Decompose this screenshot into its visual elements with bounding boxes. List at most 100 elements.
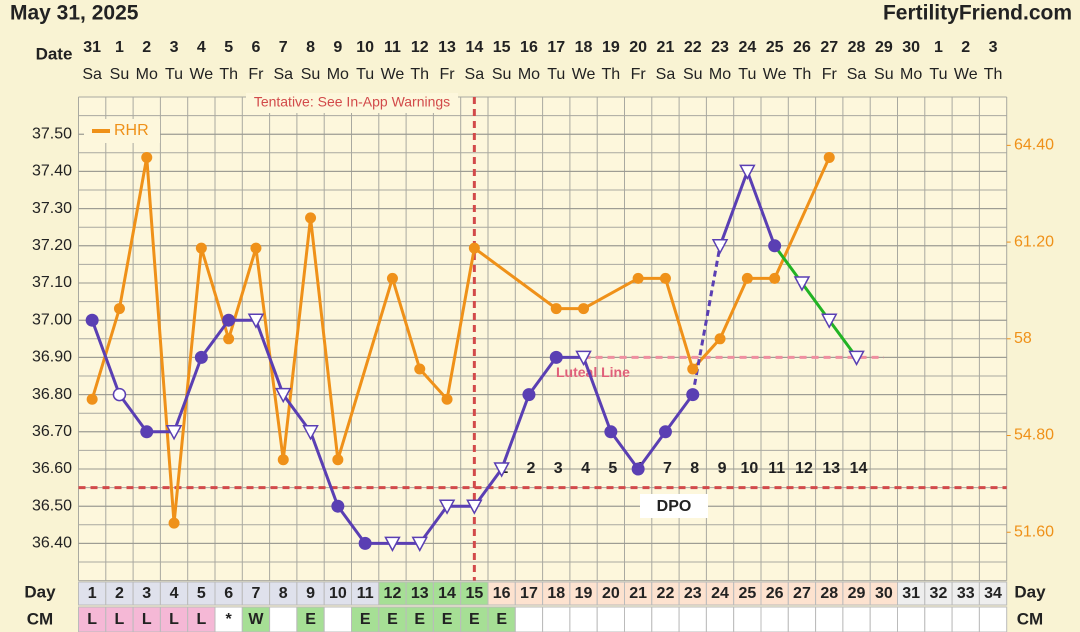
weekday: Tu	[356, 66, 374, 83]
y2-tick-label: 58	[1014, 330, 1032, 347]
y-tick-label: 36.90	[32, 349, 72, 366]
date: 10	[356, 39, 374, 56]
temperature-point	[848, 350, 865, 366]
day-number: 25	[738, 585, 756, 602]
cm-cell	[760, 606, 789, 632]
date: 3	[989, 39, 998, 56]
cm-cell	[733, 606, 762, 632]
y-tick-label: 37.20	[32, 237, 72, 254]
y2-tick-label: 54.80	[1014, 427, 1054, 444]
temperature-point	[768, 239, 782, 253]
day-number: 5	[197, 585, 206, 602]
day-number: 4	[170, 585, 179, 602]
temperature-point	[739, 164, 756, 180]
temperature-point	[686, 388, 700, 402]
cm-cell	[214, 606, 243, 632]
cm-cell	[787, 606, 817, 632]
date: 24	[738, 39, 756, 56]
rhr-point	[277, 454, 289, 466]
date: 17	[547, 39, 565, 56]
y-tick-label: 37.40	[32, 163, 72, 180]
weekday: Th	[793, 66, 812, 83]
day-number: 17	[520, 585, 538, 602]
cm-cell	[924, 606, 953, 632]
day-number: 28	[820, 585, 838, 602]
cm-value: E	[360, 611, 371, 628]
date: 1	[934, 39, 943, 56]
temperature-point	[575, 350, 592, 366]
rhr-point	[823, 151, 835, 163]
date: 13	[438, 39, 456, 56]
day-number: 11	[357, 585, 374, 602]
cm-cell	[487, 606, 516, 632]
weekday: Mo	[900, 66, 922, 83]
day-label-right: Day	[1014, 582, 1046, 601]
date: 19	[602, 39, 620, 56]
date: 29	[875, 39, 893, 56]
rhr-point	[414, 363, 426, 375]
day-number: 2	[115, 585, 124, 602]
day-number: 33	[957, 585, 975, 602]
temperature-point	[549, 350, 563, 364]
y-tick-label: 37.30	[32, 200, 72, 217]
date: 2	[961, 39, 970, 56]
cm-cell	[78, 606, 107, 632]
dpo-title: DPO	[657, 498, 692, 515]
dpo-number: 12	[795, 460, 813, 477]
cm-value: L	[196, 611, 206, 628]
dpo-number: 9	[718, 460, 727, 477]
date: 30	[902, 39, 920, 56]
date: 22	[684, 39, 702, 56]
rhr-point	[550, 303, 562, 315]
date: 9	[333, 39, 342, 56]
date: 21	[657, 39, 675, 56]
y-tick-label: 36.80	[32, 386, 72, 403]
rhr-point	[769, 272, 781, 284]
rhr-point	[113, 303, 125, 315]
temperature-point	[384, 536, 401, 552]
date: 14	[465, 39, 483, 56]
temperature-point	[247, 313, 265, 329]
y2-tick-label: 64.40	[1014, 137, 1054, 154]
date: 15	[493, 39, 511, 56]
cm-cell	[978, 606, 1008, 632]
luteal-label: Luteal Line	[556, 364, 630, 380]
dpo-number: 5	[608, 460, 617, 477]
day-number: 24	[711, 585, 729, 602]
weekday: Fr	[631, 66, 647, 83]
cm-value: L	[169, 611, 179, 628]
cm-value: L	[87, 611, 97, 628]
date: 20	[629, 39, 647, 56]
rhr-point	[141, 151, 153, 163]
rhr-point	[468, 242, 480, 254]
dpo-number: 10	[740, 460, 758, 477]
cm-cell	[132, 606, 161, 632]
temperature-point	[438, 499, 456, 515]
y-tick-label: 37.00	[32, 311, 72, 328]
rhr-point	[687, 363, 699, 375]
weekday: Fr	[822, 66, 838, 83]
temperature-line	[773, 244, 858, 359]
rhr-point	[223, 333, 235, 345]
temperature-point	[466, 499, 483, 515]
cm-cell	[432, 606, 462, 632]
cm-value: *	[226, 611, 233, 628]
y-tick-label: 36.60	[32, 460, 72, 477]
rhr-point	[195, 242, 207, 254]
weekday: Fr	[439, 66, 455, 83]
rhr-point	[659, 272, 671, 284]
date-label: Date	[36, 44, 73, 63]
weekday: Tu	[547, 66, 565, 83]
date: 27	[820, 39, 838, 56]
weekday: Sa	[847, 66, 867, 83]
cm-value: E	[414, 611, 425, 628]
cm-value: L	[115, 611, 125, 628]
weekday: Th	[602, 66, 621, 83]
day-number: 7	[251, 585, 260, 602]
cm-cell	[241, 606, 271, 632]
cm-cell	[105, 606, 134, 632]
date: 8	[306, 39, 315, 56]
cm-value: E	[305, 611, 316, 628]
date: 7	[279, 39, 288, 56]
weekday: Sa	[273, 66, 293, 83]
